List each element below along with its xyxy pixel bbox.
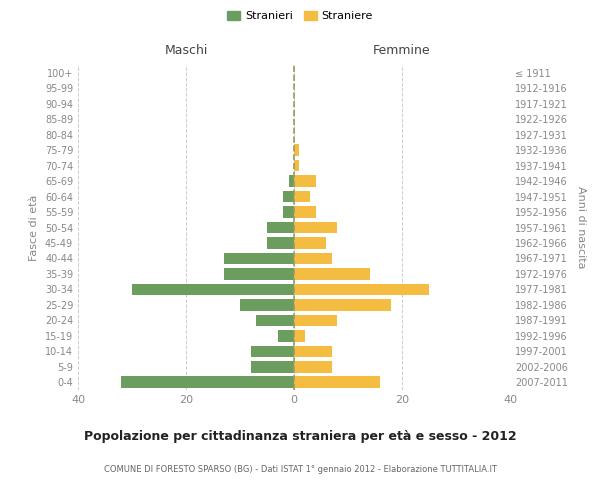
Bar — [283, 190, 294, 202]
Bar — [224, 268, 294, 280]
Bar — [294, 252, 332, 264]
Bar — [251, 346, 294, 357]
Bar — [294, 237, 326, 249]
Bar — [294, 160, 299, 172]
Bar — [294, 144, 299, 156]
Text: Popolazione per cittadinanza straniera per età e sesso - 2012: Popolazione per cittadinanza straniera p… — [83, 430, 517, 443]
Bar — [294, 206, 316, 218]
Bar — [289, 176, 294, 187]
Bar — [294, 222, 337, 234]
Bar — [294, 361, 332, 372]
Bar — [294, 190, 310, 202]
Bar — [294, 268, 370, 280]
Text: Maschi: Maschi — [164, 44, 208, 58]
Bar — [240, 299, 294, 310]
Y-axis label: Anni di nascita: Anni di nascita — [576, 186, 586, 269]
Bar — [121, 376, 294, 388]
Bar — [294, 346, 332, 357]
Bar — [251, 361, 294, 372]
Bar — [132, 284, 294, 295]
Bar — [283, 206, 294, 218]
Bar — [294, 376, 380, 388]
Text: Femmine: Femmine — [373, 44, 431, 58]
Y-axis label: Fasce di età: Fasce di età — [29, 194, 39, 260]
Bar — [256, 314, 294, 326]
Bar — [267, 222, 294, 234]
Bar — [267, 237, 294, 249]
Legend: Stranieri, Straniere: Stranieri, Straniere — [227, 10, 373, 21]
Bar — [224, 252, 294, 264]
Bar — [294, 330, 305, 342]
Bar — [294, 176, 316, 187]
Bar — [294, 284, 429, 295]
Bar — [294, 299, 391, 310]
Bar — [278, 330, 294, 342]
Bar — [294, 314, 337, 326]
Text: COMUNE DI FORESTO SPARSO (BG) - Dati ISTAT 1° gennaio 2012 - Elaborazione TUTTIT: COMUNE DI FORESTO SPARSO (BG) - Dati IST… — [104, 465, 497, 474]
